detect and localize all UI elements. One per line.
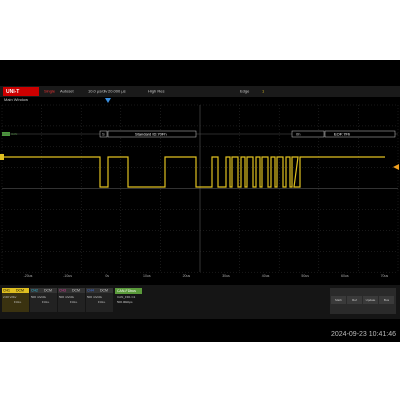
datetime: 2024-09-23 10:41:46 [331,331,396,338]
sof: S [102,132,105,137]
eof-field: EOF:7Fh [334,132,350,137]
data-field: 0h [296,132,300,137]
channel-name: CH3 [59,289,66,293]
time-label: 40us [262,274,270,278]
data-box [291,130,325,138]
channel-coupling: DCM [44,289,52,293]
menu-button-label: Update [366,298,376,302]
menu-button[interactable] [379,296,394,304]
time-label: 20us [183,274,191,278]
time-label: 10us [143,274,151,278]
time-label: 0s [105,274,109,278]
channel-scale: 2.00 V/div [3,295,17,299]
eof-box [324,130,396,138]
toolbar [0,86,400,97]
menu-button-label: Math [335,298,342,302]
delay: 20.000 μs [108,89,126,94]
id-box [107,130,197,138]
window-title: Main Window [4,97,28,102]
time-label: -20us [24,274,33,278]
channel-name: CH1 [3,289,10,293]
timebase: 10.0 μs/div [88,89,107,94]
channel-bw: FULL [98,300,106,304]
logo-box [3,87,39,96]
menu-button[interactable] [331,296,346,304]
run-state: Single [44,89,56,94]
menu-button-label: Bus [384,298,390,302]
bus-panel-rate: 500.00kbps [117,300,133,304]
channel-scale: 500 mV/div [87,295,103,299]
channel-head [30,288,57,293]
channel-name: CH4 [87,289,94,293]
channel-coupling: DCM [16,289,24,293]
time-label: 30us [222,274,230,278]
ch1-waveform [2,156,385,188]
id-field: Standard ID:70Fh [135,132,167,137]
trigger-level [393,164,399,170]
time-label: 60us [341,274,349,278]
channel-bw: FULL [42,300,50,304]
menu-button[interactable] [363,296,378,304]
channel-bw: FULL [70,300,78,304]
bus-panel-title: CAN-FDbus [117,289,136,293]
trigger-marker [105,98,111,103]
acquire: High Res [148,89,164,94]
time-label: 50us [301,274,309,278]
texts: UNI-T Single Autoset 10.0 μs/div 20.000 μs Hi… [0,89,398,338]
channel-bw: FULL [14,300,22,304]
trigger-type: Edge [240,89,250,94]
channel-scale: 500 mV/div [31,295,47,299]
bus-panel-source: CAN_FD1 C1 [117,295,136,299]
bus-panel-head [115,288,142,294]
channel-scale: 500 mV/div [59,295,75,299]
channel-coupling: DCM [72,289,80,293]
trigger-ch: 1 [262,89,265,94]
channel-head [2,288,29,293]
sof-box [99,130,108,138]
ch1-marker [0,154,4,160]
channel-coupling: DCM [100,289,108,293]
channel-head [58,288,85,293]
channel-name: CH2 [31,289,38,293]
logo: UNI-T [6,89,19,95]
time-label: 70us [381,274,389,278]
menu-button-label: Ref [352,298,357,302]
autoset: Autoset [60,89,74,94]
time-label: -10us [63,274,72,278]
channel-head [86,288,113,293]
menu-button[interactable] [347,296,362,304]
